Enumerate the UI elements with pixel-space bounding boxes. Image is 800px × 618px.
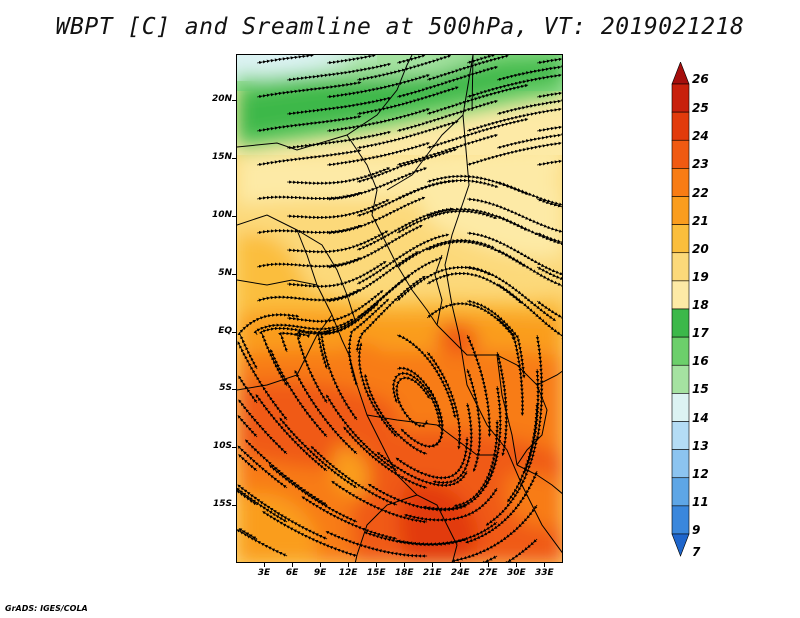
colorbar-label: 21	[692, 213, 709, 228]
colorbar-label: 9	[692, 523, 701, 537]
colorbar-label: 24	[692, 129, 709, 144]
streamline	[504, 538, 538, 562]
streamline	[451, 504, 538, 562]
colorbar-label: 23	[692, 157, 709, 172]
lon-tick-label: 33E	[534, 568, 554, 578]
colorbar-segment	[671, 139, 690, 169]
lon-tick-mark	[404, 563, 406, 567]
figure-title: WBPT [C] and Sreamline at 500hPa, VT: 20…	[55, 14, 745, 40]
streamline	[536, 198, 562, 209]
colorbar-segment	[671, 196, 690, 225]
colorbar-segment	[671, 449, 690, 479]
map-plot-area	[236, 54, 563, 563]
lon-tick-label: 21E	[422, 568, 442, 578]
colorbar-segment	[671, 421, 690, 450]
map-canvas	[237, 55, 562, 562]
lat-tick-label: 15S	[212, 499, 232, 510]
lon-tick-mark	[292, 563, 294, 567]
streamline	[496, 317, 525, 416]
colorbar-label: 19	[692, 269, 709, 284]
lat-tick-label: EQ	[218, 325, 232, 336]
lon-tick-label: 3E	[257, 568, 271, 578]
lat-tick-mark	[232, 447, 236, 449]
streamline	[537, 91, 562, 99]
colorbar-label: 25	[692, 101, 709, 116]
streamline	[537, 159, 562, 167]
streamline	[466, 141, 562, 167]
streamline	[536, 232, 562, 244]
lon-tick-mark	[488, 563, 490, 567]
lat-tick-mark	[232, 273, 236, 275]
streamline	[495, 351, 509, 457]
lon-tick-mark	[376, 563, 378, 567]
streamline	[481, 555, 498, 562]
colorbar-segment	[671, 505, 690, 535]
colorbar-segment	[671, 111, 690, 141]
streamline	[537, 125, 562, 133]
colorbar-label: 22	[692, 185, 709, 200]
colorbar-label: 26	[692, 72, 709, 86]
lon-tick-mark	[460, 563, 462, 567]
colorbar-segment	[671, 168, 690, 197]
lon-tick-label: 6E	[285, 568, 299, 578]
lat-tick-label: 10S	[212, 441, 232, 452]
colorbar-segment	[671, 477, 690, 507]
streamline	[257, 55, 314, 65]
colorbar-segment	[671, 252, 690, 282]
colorbar-bottom-triangle	[671, 533, 690, 557]
colorbar-label: 20	[692, 241, 709, 256]
streamline	[325, 531, 428, 558]
streamline	[535, 334, 544, 440]
colorbar-label: 18	[692, 298, 709, 312]
streamline	[537, 57, 562, 65]
colorbar-segment	[671, 336, 690, 366]
colorbar-label: 11	[692, 494, 709, 509]
colorbar-label: 12	[692, 466, 709, 481]
lon-tick-label: 27E	[478, 568, 498, 578]
lat-tick-mark	[232, 389, 236, 391]
colorbar-label: 13	[692, 438, 709, 453]
colorbar-segment	[671, 224, 690, 254]
lon-tick-label: 15E	[366, 568, 386, 578]
colorbar-top-triangle	[671, 62, 690, 85]
lat-tick-mark	[232, 215, 236, 217]
streamline	[536, 300, 562, 320]
lat-tick-label: 10N	[211, 209, 232, 220]
lon-tick-mark	[264, 563, 266, 567]
lat-tick-label: 5N	[218, 267, 232, 278]
colorbar-label: 7	[692, 545, 701, 559]
lat-tick-mark	[232, 505, 236, 507]
lat-tick-label: 5S	[219, 383, 232, 394]
colorbar-segment	[671, 83, 690, 113]
lon-tick-label: 24E	[450, 568, 470, 578]
lon-tick-label: 12E	[338, 568, 358, 578]
lon-tick-mark	[544, 563, 546, 567]
credit-text: GrADS: IGES/COLA	[5, 604, 88, 613]
streamline	[496, 283, 562, 354]
lon-tick-label: 9E	[313, 568, 327, 578]
lon-tick-label: 30E	[506, 568, 526, 578]
lon-tick-mark	[348, 563, 350, 567]
lon-tick-mark	[432, 563, 434, 567]
colorbar-segment	[671, 393, 690, 422]
lat-tick-mark	[232, 158, 236, 160]
colorbar-segment	[671, 280, 690, 310]
lon-tick-mark	[516, 563, 518, 567]
lat-tick-label: 20N	[211, 94, 232, 105]
lon-tick-label: 18E	[394, 568, 414, 578]
colorbar-label: 14	[692, 410, 709, 425]
colorbar-label: 17	[692, 326, 709, 341]
colorbar-label: 16	[692, 354, 709, 369]
colorbar-graphic	[671, 62, 690, 557]
lat-tick-mark	[232, 100, 236, 102]
lat-tick-label: 15N	[211, 152, 232, 163]
lat-tick-mark	[232, 331, 236, 333]
lon-tick-mark	[320, 563, 322, 567]
colorbar-segment	[671, 308, 690, 338]
streamline	[536, 266, 562, 280]
streamlines	[237, 55, 562, 562]
colorbar-label: 15	[692, 382, 709, 397]
colorbar-segment	[671, 364, 690, 394]
